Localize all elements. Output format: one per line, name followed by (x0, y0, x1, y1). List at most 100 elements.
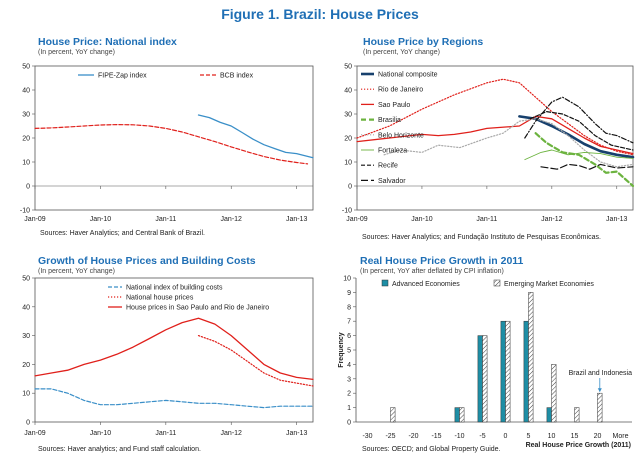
panel2-source: Sources: Haver Analytics; and Fundação I… (362, 234, 601, 241)
y-tick-label-0-5: 40 (22, 88, 30, 95)
y-tick-label-3-4: 4 (347, 362, 351, 369)
y-tick-label-0-3: 20 (22, 136, 30, 143)
x-tick-label-3-4: -10 (454, 433, 464, 440)
y-tick-label-2-1: 10 (22, 391, 30, 398)
x-tick-label-3-6: 0 (504, 433, 508, 440)
x-tick-label-2-2: Jan-11 (155, 430, 176, 437)
y-tick-label-1-4: 30 (344, 112, 352, 119)
y-axis-label: Frequency (338, 332, 345, 368)
y-tick-label-0-4: 30 (22, 112, 30, 119)
y-tick-label-2-5: 50 (22, 276, 30, 283)
y-tick-label-3-3: 3 (347, 376, 351, 383)
x-tick-label-3-0: -30 (362, 433, 372, 440)
x-tick-label-2-3: Jan-12 (221, 430, 243, 437)
panel3-title: Growth of House Prices and Building Cost… (38, 255, 256, 267)
series-line-2-0 (34, 388, 314, 409)
legend-label-1-0: National composite (378, 72, 438, 79)
bar-0-8 (546, 407, 552, 423)
y-tick-label-1-3: 20 (344, 136, 352, 143)
bar-1-10 (597, 392, 603, 423)
legend-label-3-1: Emerging Market Economies (504, 281, 594, 288)
series-line-1-5 (524, 149, 634, 161)
series-line-1-3 (534, 132, 635, 188)
panel4-source: Sources: OECD; and Global Property Guide… (362, 446, 501, 453)
y-tick-label-2-4: 40 (22, 304, 30, 311)
panel1-title: House Price: National index (38, 36, 177, 48)
x-tick-label-3-1: -25 (385, 433, 395, 440)
legend-label-1-3: Brasilia (378, 117, 401, 124)
y-tick-label-3-6: 6 (347, 333, 351, 340)
x-tick-label-3-10: 20 (594, 433, 602, 440)
y-tick-label-3-8: 8 (347, 304, 351, 311)
bar-1-9 (574, 407, 580, 423)
y-tick-label-0-2: 10 (22, 160, 30, 167)
bar-0-4 (454, 407, 460, 423)
annotation-brazil-indonesia: Brazil and Indonesia (569, 370, 633, 377)
x-tick-label-3-11: More (613, 433, 629, 440)
legend-label-2-1: National house prices (126, 295, 194, 302)
series-line-1-4 (383, 118, 634, 168)
legend-label-3-0: Advanced Economies (392, 281, 460, 288)
panel3-subtitle: (In percent, YoY change) (38, 268, 115, 275)
bar-1-1 (390, 407, 396, 423)
y-tick-label-1-0: -10 (342, 208, 352, 215)
series-line-2-2 (34, 317, 314, 381)
x-tick-label-2-1: Jan-10 (90, 430, 112, 437)
legend-label-1-7: Salvador (378, 178, 406, 185)
y-tick-label-3-9: 9 (347, 290, 351, 297)
legend-swatch-3-0 (381, 279, 389, 287)
x-tick-label-3-3: -15 (431, 433, 441, 440)
panel1-subtitle: (In percent, YoY change) (38, 49, 115, 56)
y-tick-label-1-2: 10 (344, 160, 352, 167)
legend-label-1-4: Belo Horizonte (378, 132, 424, 139)
panel2-title: House Price by Regions (363, 36, 484, 48)
panel3-source: Sources: Haver analytics; and Fund staff… (38, 446, 201, 453)
series-line-1-7 (540, 163, 634, 170)
legend-label-1-2: Sao Paulo (378, 102, 410, 109)
y-tick-label-1-5: 40 (344, 88, 352, 95)
y-tick-label-3-5: 5 (347, 348, 351, 355)
x-tick-label-2-4: Jan-13 (286, 430, 308, 437)
x-tick-label-1-4: Jan-13 (606, 216, 628, 223)
x-tick-label-1-2: Jan-11 (476, 216, 497, 223)
real-growth-histogram: 0 1 2 3 4 5 6 7 8 9 10 -30 -25 -20 -15 -10 -5 0 5 10 15 20 Mor… (338, 276, 632, 450)
bar-1-7 (528, 292, 534, 423)
national-index-chart: -10 0 10 20 30 40 50 Jan-09 Jan-10 Jan-11 Jan-12 Ja… (20, 64, 314, 223)
bar-1-4 (459, 407, 465, 423)
x-tick-label-0-1: Jan-10 (90, 216, 112, 223)
series-line-1-6 (529, 110, 634, 151)
y-tick-label-0-0: -10 (20, 208, 30, 215)
legend-label-1-5: Fortaleza (378, 148, 407, 155)
y-tick-label-2-3: 30 (22, 333, 30, 340)
series-line-0-0 (197, 114, 314, 159)
x-tick-label-1-3: Jan-12 (541, 216, 563, 223)
x-tick-label-2-0: Jan-09 (24, 430, 46, 437)
series-line-1-8 (524, 96, 634, 144)
x-tick-label-0-4: Jan-13 (286, 216, 308, 223)
x-tick-label-0-3: Jan-12 (221, 216, 243, 223)
x-tick-label-3-5: -5 (479, 433, 485, 440)
y-tick-label-2-0: 0 (26, 420, 30, 427)
y-tick-label-0-1: 0 (26, 184, 30, 191)
legend-label-0-1: BCB index (220, 73, 254, 80)
bar-0-7 (523, 320, 529, 423)
figure-title: Figure 1. Brazil: House Prices (221, 6, 419, 22)
x-tick-label-3-2: -20 (408, 433, 418, 440)
series-line-2-1 (197, 335, 314, 387)
y-tick-label-3-2: 2 (347, 391, 351, 398)
x-tick-label-0-2: Jan-11 (155, 216, 176, 223)
legend-label-1-6: Recife (378, 163, 398, 170)
regions-chart: -10 0 10 20 30 40 50 Jan-09 Jan-10 Jan-11 Jan-12 Ja… (342, 64, 635, 223)
x-axis-label: Real House Price Growth (2011) (526, 442, 631, 449)
x-tick-label-3-7: 5 (527, 433, 531, 440)
bar-1-8 (551, 364, 557, 423)
x-tick-label-3-8: 10 (548, 433, 556, 440)
series-line-1-1 (356, 78, 634, 156)
plot-frame-0 (34, 65, 314, 211)
bar-0-6 (500, 320, 506, 423)
y-tick-label-1-6: 50 (344, 64, 352, 71)
x-tick-label-3-9: 15 (571, 433, 579, 440)
y-tick-label-3-0: 0 (347, 420, 351, 427)
y-tick-label-3-10: 10 (343, 276, 351, 283)
